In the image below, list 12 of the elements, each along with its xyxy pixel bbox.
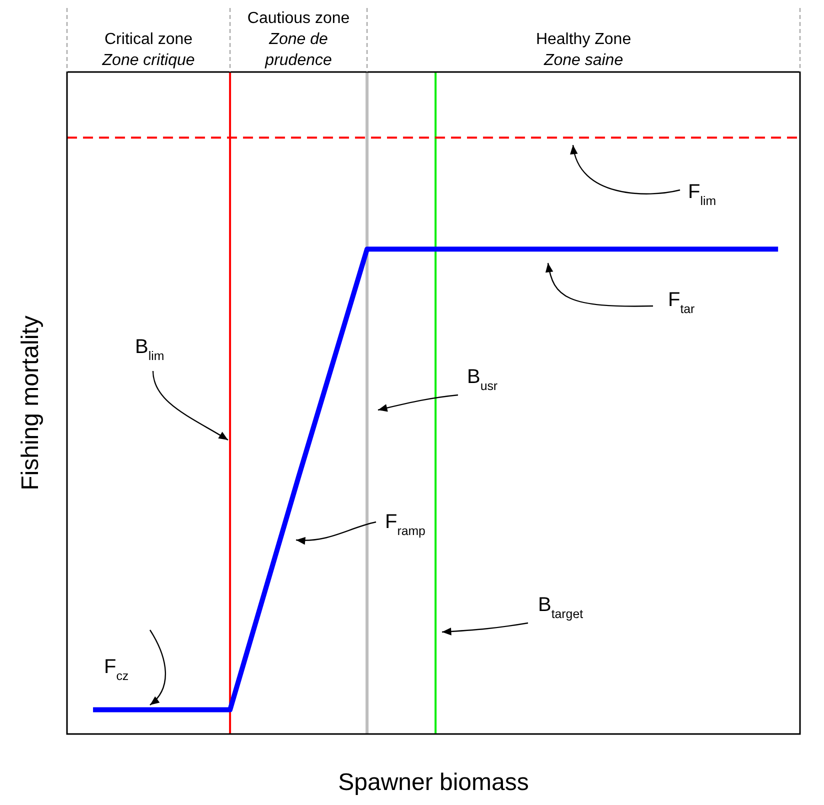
x-axis-title: Spawner biomass bbox=[338, 769, 529, 796]
annotation: F$_{cz}$ bbox=[104, 656, 129, 683]
annotation: F$_{ramp}$ bbox=[385, 511, 426, 538]
annotation: B$_{lim}$ bbox=[135, 336, 164, 363]
text: Critical zone Zone critique bbox=[101, 31, 195, 69]
annotation: B$_{usr}$ bbox=[467, 366, 498, 393]
text: Healthy Zone Zone saine bbox=[536, 31, 632, 69]
text: Cautious zone Zone de prudence bbox=[247, 10, 350, 69]
ref-line-label: F$_{lim}$ bbox=[688, 181, 716, 208]
y-axis-title: Fishing mortality bbox=[17, 316, 44, 490]
annotation: F$_{tar}$ bbox=[668, 289, 695, 316]
annotation: B$_{target}$ bbox=[538, 594, 584, 621]
